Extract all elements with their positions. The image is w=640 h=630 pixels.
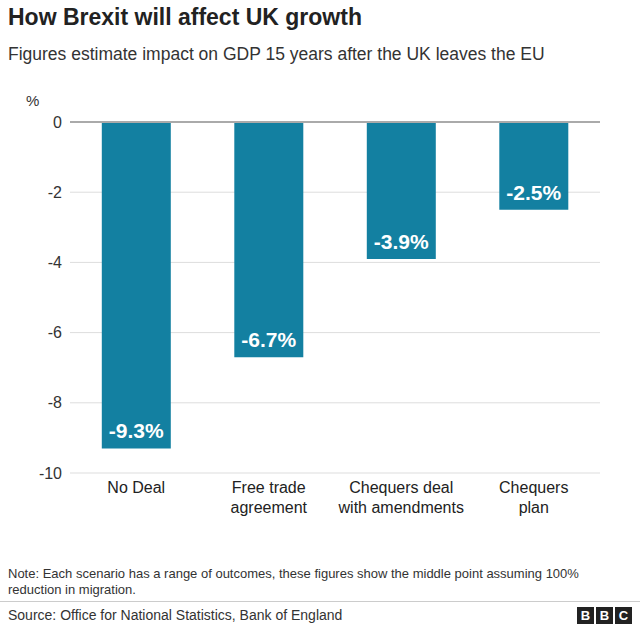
svg-text:-2.5%: -2.5% [506, 181, 561, 204]
svg-text:-8: -8 [48, 394, 62, 411]
svg-text:agreement: agreement [231, 499, 308, 516]
svg-text:Free trade: Free trade [232, 479, 306, 496]
svg-text:-9.3%: -9.3% [109, 419, 164, 442]
html-text:Source: Office for National St: Source: Office for National Statistics, … [8, 607, 343, 623]
svg-text:-6: -6 [48, 324, 62, 341]
html-text:B: B [580, 608, 591, 623]
svg-text:Chequers: Chequers [499, 479, 568, 496]
svg-text:Chequers deal: Chequers deal [349, 479, 453, 496]
svg-text:0: 0 [53, 114, 62, 131]
html-text:Note: Each scenario has a rang: Note: Each scenario has a range of outco… [8, 566, 579, 597]
html-text:B: B [599, 608, 610, 623]
html-text:How Brexit will affect UK grow: How Brexit will affect UK growth [8, 4, 362, 30]
svg-text:No Deal: No Deal [107, 479, 165, 496]
html-text:C: C [618, 608, 629, 623]
svg-text:-10: -10 [39, 465, 62, 482]
svg-text:-3.9%: -3.9% [374, 230, 429, 253]
svg-text:plan: plan [519, 499, 549, 516]
svg-text:-6.7%: -6.7% [241, 328, 296, 351]
svg-text:with amendments: with amendments [338, 499, 464, 516]
svg-text:-4: -4 [48, 254, 62, 271]
html-text:Figures estimate impact on GDP: Figures estimate impact on GDP 15 years … [8, 44, 545, 64]
svg-text:-2: -2 [48, 184, 62, 201]
